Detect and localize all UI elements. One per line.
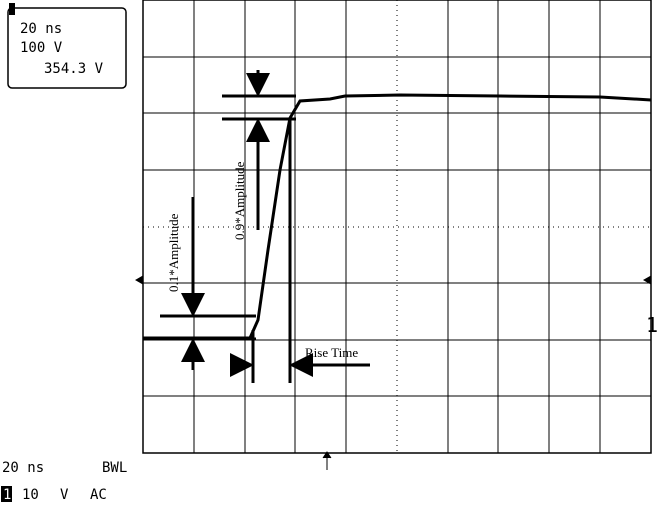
readout-box (7, 7, 127, 89)
status-channel: 1 (3, 487, 11, 503)
readout-timebase: 20 ns (20, 21, 62, 37)
rise-label: Rise Time (305, 345, 358, 360)
annotations (134, 70, 652, 470)
waveform (143, 93, 652, 340)
status-scale: 10 (22, 487, 39, 503)
status-unit: V (60, 487, 69, 503)
channel-marker: 1 (646, 313, 657, 337)
status-coupling: AC (90, 487, 107, 503)
high-label: 0.9*Amplitude (232, 161, 247, 240)
readout-measurement: 354.3 V (44, 61, 104, 77)
status-bandwidth: BWL (102, 460, 127, 476)
channel-box (1, 486, 12, 502)
readout-icon (9, 3, 15, 15)
status-timebase: 20 ns (2, 460, 44, 476)
readout-volts: 100 V (20, 40, 63, 56)
low-label: 0.1*Amplitude (166, 213, 181, 292)
graticule (142, 0, 652, 454)
